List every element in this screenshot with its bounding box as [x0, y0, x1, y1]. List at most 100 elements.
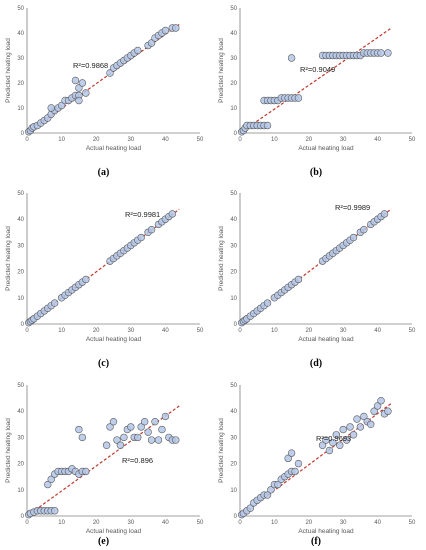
data-point: [318, 441, 327, 449]
data-point: [377, 49, 385, 57]
data-point: [360, 412, 368, 421]
x-tick-label: 30: [127, 520, 134, 526]
x-tick-label: 10: [271, 328, 278, 334]
y-axis-label: Predicted heating load: [218, 226, 225, 291]
y-axis-label: Predicted heating load: [218, 38, 225, 103]
data-point: [370, 407, 378, 415]
data-point: [116, 441, 125, 449]
data-point: [267, 486, 275, 494]
data-point: [109, 417, 118, 426]
data-point: [380, 210, 389, 218]
y-tick-label: 0: [234, 514, 238, 520]
data-point: [113, 436, 121, 444]
r-squared-label: R²=0.9049: [300, 65, 335, 74]
data-point: [367, 420, 375, 428]
y-tick-label: 20: [230, 81, 237, 87]
data-point: [353, 415, 361, 423]
x-tick-label: 30: [340, 328, 347, 334]
x-tick-label: 10: [58, 520, 65, 526]
data-point: [134, 46, 142, 55]
scatter-panel-2: 00 10 10 20 20 30 30 40 40 50 50 R²=0.9049 Actual he…: [218, 6, 416, 178]
x-tick-label: 30: [340, 137, 347, 143]
y-tick-label: 50: [230, 383, 237, 389]
y-tick-label: 20: [17, 270, 24, 276]
data-point: [106, 69, 114, 77]
panel-label: (c): [98, 358, 109, 369]
y-tick-label: 30: [17, 56, 24, 62]
data-point: [384, 407, 392, 415]
x-tick-label: 50: [197, 137, 204, 143]
data-point: [78, 433, 87, 442]
x-tick-label: 20: [305, 137, 312, 143]
x-tick-label: 50: [409, 137, 416, 143]
y-tick-label: 10: [230, 488, 237, 494]
data-point: [342, 436, 351, 444]
y-tick-label: 50: [230, 191, 237, 197]
data-point: [82, 275, 90, 284]
x-tick-label: 40: [162, 520, 169, 526]
data-point: [75, 425, 83, 434]
data-point: [294, 275, 303, 284]
data-point: [284, 454, 292, 463]
scatter-panel-1: 00 10 10 20 20 30 30 40 40 50 50 R²=0.9868 Actual he…: [5, 6, 204, 178]
y-tick-label: 50: [17, 6, 24, 12]
x-axis-label: Actual heating load: [298, 145, 354, 152]
x-tick-label: 40: [162, 137, 169, 143]
data-point: [147, 225, 156, 234]
data-point: [134, 433, 142, 442]
data-point: [137, 423, 145, 431]
x-tick-label: 10: [58, 137, 65, 143]
data-point: [151, 417, 159, 426]
y-tick-label: 0: [234, 131, 238, 137]
x-tick-label: 0: [238, 520, 242, 526]
y-tick-label: 0: [21, 514, 25, 520]
x-axis-label: Actual heating load: [86, 336, 142, 343]
scatter-panel-5: 00 10 10 20 20 30 30 40 40 50 50 R²=0.896 Actual hea…: [5, 383, 204, 547]
r-squared-label: R²=0.9868: [73, 61, 108, 70]
y-tick-label: 30: [17, 435, 24, 441]
data-point: [172, 24, 180, 32]
data-point: [75, 84, 83, 92]
data-point: [75, 96, 83, 105]
data-point: [50, 507, 59, 515]
data-point: [294, 94, 303, 102]
data-point: [147, 436, 156, 444]
scatter-panel-4: 00 10 10 20 20 30 30 40 40 50 50 R²=0.9989 Actual he…: [218, 191, 416, 369]
data-point: [384, 49, 392, 57]
data-point: [329, 438, 337, 447]
data-point: [44, 480, 52, 489]
x-tick-label: 0: [25, 137, 29, 143]
y-tick-label: 40: [230, 217, 237, 223]
data-point: [120, 433, 128, 442]
trend-line: [239, 27, 392, 134]
y-axis-label: Predicted heating load: [218, 418, 225, 483]
x-tick-label: 40: [374, 137, 381, 143]
x-tick-label: 10: [271, 520, 278, 526]
data-point: [127, 423, 135, 431]
data-point: [274, 480, 282, 489]
data-point: [346, 423, 354, 431]
data-point: [246, 504, 255, 512]
y-tick-label: 10: [230, 106, 237, 112]
data-point: [263, 491, 272, 499]
y-tick-label: 10: [230, 296, 237, 302]
x-tick-label: 30: [127, 328, 134, 334]
data-point: [356, 423, 365, 431]
y-tick-label: 10: [17, 296, 24, 302]
data-point: [82, 89, 90, 97]
panel-label: (f): [311, 536, 321, 547]
x-tick-label: 20: [305, 520, 312, 526]
y-tick-label: 10: [17, 488, 24, 494]
data-point: [322, 436, 330, 444]
x-tick-label: 0: [25, 520, 29, 526]
data-point: [154, 436, 163, 444]
x-tick-label: 30: [127, 137, 134, 143]
data-point: [161, 412, 170, 421]
data-point: [137, 233, 145, 242]
data-point: [168, 210, 177, 218]
r-squared-label: R²=0.9989: [335, 203, 370, 212]
x-tick-label: 50: [409, 520, 416, 526]
data-point: [71, 76, 80, 85]
x-axis-label: Actual heating load: [298, 336, 354, 343]
y-tick-label: 40: [230, 409, 237, 415]
